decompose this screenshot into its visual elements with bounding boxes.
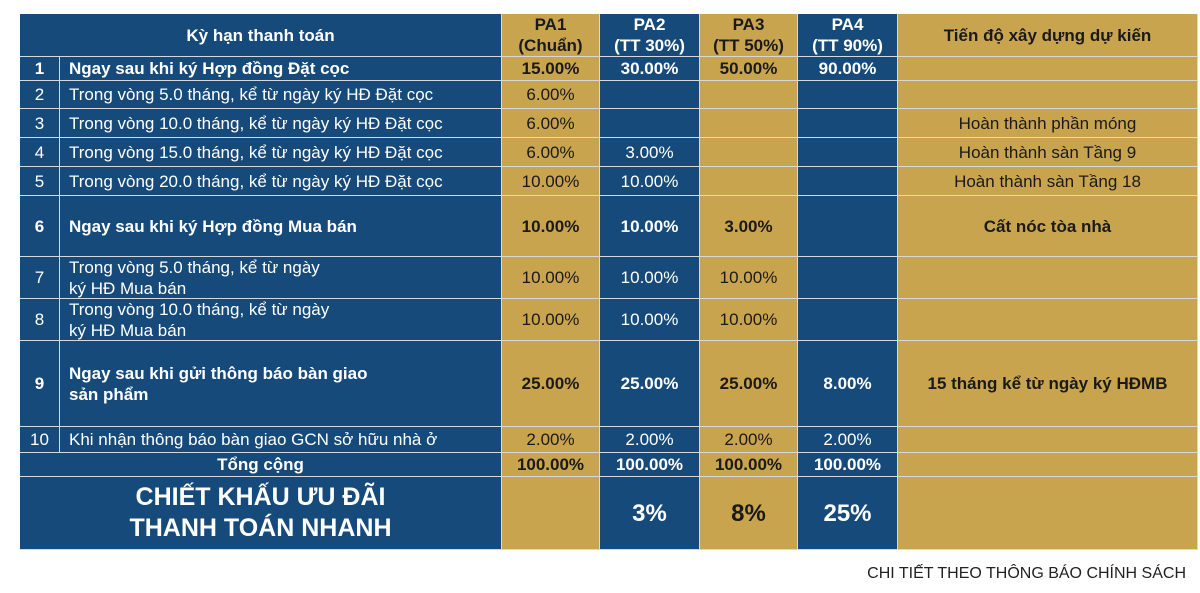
table-cell: 2 <box>20 81 60 109</box>
table-cell: 2.00% <box>700 427 798 453</box>
table-cell <box>600 81 700 109</box>
discount-cell <box>898 477 1198 550</box>
table-cell: 1 <box>20 57 60 81</box>
table-cell <box>700 81 798 109</box>
table-cell: 25.00% <box>600 341 700 427</box>
table-cell: 10.00% <box>502 196 600 257</box>
table-cell <box>798 109 898 138</box>
table-cell <box>898 57 1198 81</box>
table-cell: 10 <box>20 427 60 453</box>
table-cell <box>798 299 898 341</box>
term-cell: Ngay sau khi gửi thông báo bàn giao sản … <box>60 341 502 427</box>
header-cell: PA1 (Chuẩn) <box>502 14 600 57</box>
table-cell: 6.00% <box>502 81 600 109</box>
total-cell: 100.00% <box>798 453 898 477</box>
table-cell: 30.00% <box>600 57 700 81</box>
table-cell: 10.00% <box>600 299 700 341</box>
table-cell <box>798 257 898 299</box>
table-cell: 25.00% <box>502 341 600 427</box>
table-cell <box>700 167 798 196</box>
footer-note: CHI TIẾT THEO THÔNG BÁO CHÍNH SÁCH <box>867 565 1186 582</box>
header-cell: Tiến độ xây dựng dự kiến <box>898 14 1198 57</box>
table-cell: 2.00% <box>502 427 600 453</box>
table-cell: 10.00% <box>600 196 700 257</box>
table-cell: 3.00% <box>700 196 798 257</box>
term-cell: Trong vòng 15.0 tháng, kể từ ngày ký HĐ … <box>60 138 502 167</box>
term-cell: Khi nhận thông báo bàn giao GCN sở hữu n… <box>60 427 502 453</box>
term-cell: Trong vòng 5.0 tháng, kể từ ngày ký HĐ Đ… <box>60 81 502 109</box>
table-cell <box>798 196 898 257</box>
table-cell: 10.00% <box>502 257 600 299</box>
table-cell: 15 tháng kể từ ngày ký HĐMB <box>898 341 1198 427</box>
discount-cell: 8% <box>700 477 798 550</box>
table-cell <box>898 427 1198 453</box>
table-cell: 7 <box>20 257 60 299</box>
table-cell: 10.00% <box>700 257 798 299</box>
term-cell: Trong vòng 5.0 tháng, kể từ ngày ký HĐ M… <box>60 257 502 299</box>
table-cell: 6.00% <box>502 109 600 138</box>
discount-cell <box>502 477 600 550</box>
table-cell <box>898 81 1198 109</box>
discount-cell: 25% <box>798 477 898 550</box>
table-cell: 8.00% <box>798 341 898 427</box>
table-cell: 5 <box>20 167 60 196</box>
total-cell <box>898 453 1198 477</box>
table-cell <box>798 81 898 109</box>
header-cell: PA2 (TT 30%) <box>600 14 700 57</box>
table-cell: 2.00% <box>600 427 700 453</box>
table-cell: 10.00% <box>502 167 600 196</box>
table-cell <box>700 138 798 167</box>
table-cell: 3.00% <box>600 138 700 167</box>
table-cell: Hoàn thành phần móng <box>898 109 1198 138</box>
term-cell: Trong vòng 10.0 tháng, kể từ ngày ký HĐ … <box>60 109 502 138</box>
table-cell: 6.00% <box>502 138 600 167</box>
table-cell <box>700 109 798 138</box>
table-cell: 15.00% <box>502 57 600 81</box>
discount-label: CHIẾT KHẤU ƯU ĐÃI THANH TOÁN NHANH <box>20 477 502 550</box>
table-cell: 50.00% <box>700 57 798 81</box>
table-cell: Hoàn thành sàn Tầng 18 <box>898 167 1198 196</box>
table-cell <box>798 167 898 196</box>
table-cell <box>898 299 1198 341</box>
table-cell: 10.00% <box>700 299 798 341</box>
table-cell: Cất nóc tòa nhà <box>898 196 1198 257</box>
table-cell: 10.00% <box>502 299 600 341</box>
table-cell: 8 <box>20 299 60 341</box>
table-cell: 6 <box>20 196 60 257</box>
table-cell <box>798 138 898 167</box>
total-label: Tổng cộng <box>20 453 502 477</box>
table-cell: 10.00% <box>600 167 700 196</box>
discount-cell: 3% <box>600 477 700 550</box>
table-cell: 4 <box>20 138 60 167</box>
table-cell: 9 <box>20 341 60 427</box>
table-cell: 90.00% <box>798 57 898 81</box>
total-cell: 100.00% <box>700 453 798 477</box>
total-cell: 100.00% <box>600 453 700 477</box>
term-cell: Ngay sau khi ký Hợp đồng Mua bán <box>60 196 502 257</box>
table-cell: 10.00% <box>600 257 700 299</box>
table-cell: 3 <box>20 109 60 138</box>
header-cell: Kỳ hạn thanh toán <box>20 14 502 57</box>
term-cell: Trong vòng 20.0 tháng, kể từ ngày ký HĐ … <box>60 167 502 196</box>
table-cell: 25.00% <box>700 341 798 427</box>
term-cell: Ngay sau khi ký Hợp đồng Đặt cọc <box>60 57 502 81</box>
table-cell <box>898 257 1198 299</box>
table-cell <box>600 109 700 138</box>
total-cell: 100.00% <box>502 453 600 477</box>
header-cell: PA3 (TT 50%) <box>700 14 798 57</box>
table-cell: 2.00% <box>798 427 898 453</box>
table-cell: Hoàn thành sàn Tầng 9 <box>898 138 1198 167</box>
header-cell: PA4 (TT 90%) <box>798 14 898 57</box>
term-cell: Trong vòng 10.0 tháng, kể từ ngày ký HĐ … <box>60 299 502 341</box>
